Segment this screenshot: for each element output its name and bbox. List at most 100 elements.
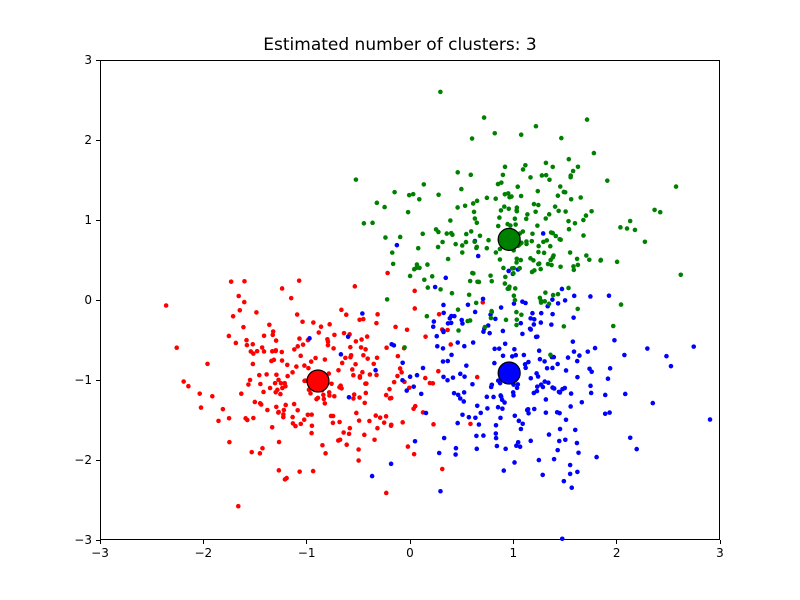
data-point bbox=[476, 254, 481, 259]
data-point bbox=[498, 257, 503, 262]
data-point bbox=[575, 257, 580, 262]
data-point bbox=[525, 212, 530, 217]
data-point bbox=[441, 303, 446, 308]
data-point bbox=[560, 287, 565, 292]
data-point bbox=[514, 323, 519, 328]
data-point bbox=[501, 468, 506, 473]
data-point bbox=[239, 391, 244, 396]
data-point bbox=[370, 221, 375, 226]
data-point bbox=[499, 180, 504, 185]
data-point bbox=[564, 417, 569, 422]
data-point bbox=[422, 182, 427, 187]
data-point bbox=[489, 385, 494, 390]
data-point bbox=[572, 268, 577, 273]
data-point bbox=[351, 396, 356, 401]
data-point bbox=[336, 438, 341, 443]
data-point bbox=[611, 324, 616, 329]
data-point bbox=[359, 337, 364, 342]
data-point bbox=[361, 353, 366, 358]
data-point bbox=[559, 136, 564, 141]
data-point bbox=[357, 418, 362, 423]
data-point bbox=[581, 218, 586, 223]
data-point bbox=[348, 345, 353, 350]
data-point bbox=[280, 286, 285, 291]
data-point bbox=[435, 344, 440, 349]
data-point bbox=[441, 346, 446, 351]
data-point bbox=[259, 402, 264, 407]
data-point bbox=[227, 440, 232, 445]
data-point bbox=[542, 299, 547, 304]
data-point bbox=[268, 386, 273, 391]
data-point bbox=[550, 366, 555, 371]
data-point bbox=[513, 298, 518, 303]
data-point bbox=[493, 317, 498, 322]
data-point bbox=[282, 408, 287, 413]
data-point bbox=[400, 378, 405, 383]
data-point bbox=[448, 342, 453, 347]
data-point bbox=[516, 440, 521, 445]
data-point bbox=[438, 90, 443, 95]
data-point bbox=[393, 325, 398, 330]
data-point bbox=[587, 257, 592, 262]
data-point bbox=[547, 432, 552, 437]
data-point bbox=[302, 379, 307, 384]
data-point bbox=[487, 331, 492, 336]
data-point bbox=[691, 344, 696, 349]
data-point bbox=[332, 394, 337, 399]
data-point bbox=[545, 366, 550, 371]
data-point bbox=[589, 391, 594, 396]
data-point bbox=[531, 258, 536, 263]
data-point bbox=[485, 246, 490, 251]
data-point bbox=[275, 388, 280, 393]
data-point bbox=[375, 312, 380, 317]
data-point bbox=[411, 384, 416, 389]
data-point bbox=[618, 225, 623, 230]
data-point bbox=[277, 440, 282, 445]
data-point bbox=[250, 342, 255, 347]
data-point bbox=[512, 293, 517, 298]
ytick-mark bbox=[96, 300, 100, 301]
ytick-label: 2 bbox=[84, 133, 92, 147]
data-point bbox=[560, 536, 565, 541]
data-point bbox=[481, 297, 486, 302]
data-point bbox=[255, 349, 260, 354]
data-point bbox=[453, 242, 458, 247]
data-point bbox=[491, 395, 496, 400]
data-point bbox=[270, 425, 275, 430]
data-point bbox=[541, 231, 546, 236]
data-point bbox=[297, 278, 302, 283]
data-point bbox=[453, 452, 458, 457]
data-point bbox=[571, 169, 576, 174]
data-point bbox=[664, 354, 669, 359]
data-point bbox=[354, 177, 359, 182]
data-point bbox=[274, 405, 279, 410]
data-point bbox=[309, 431, 314, 436]
data-point bbox=[442, 436, 447, 441]
data-point bbox=[584, 253, 589, 258]
data-point bbox=[338, 383, 343, 388]
data-point bbox=[564, 368, 569, 373]
data-point bbox=[543, 290, 548, 295]
data-point bbox=[423, 334, 428, 339]
data-point bbox=[398, 235, 403, 240]
data-point bbox=[544, 397, 549, 402]
data-point bbox=[520, 332, 525, 337]
data-point bbox=[511, 393, 516, 398]
data-point bbox=[428, 381, 433, 386]
data-point bbox=[674, 184, 679, 189]
ytick-label: 1 bbox=[84, 213, 92, 227]
data-point bbox=[307, 336, 312, 341]
data-point bbox=[402, 345, 407, 350]
cluster-blue-centroid bbox=[498, 362, 520, 384]
data-point bbox=[289, 296, 294, 301]
data-point bbox=[514, 317, 519, 322]
data-point bbox=[522, 353, 527, 358]
data-point bbox=[519, 321, 524, 326]
data-point bbox=[329, 414, 334, 419]
data-point bbox=[537, 458, 542, 463]
data-point bbox=[519, 194, 524, 199]
data-point bbox=[628, 219, 633, 224]
data-point bbox=[549, 322, 554, 327]
data-point bbox=[548, 258, 553, 263]
data-point bbox=[497, 346, 502, 351]
